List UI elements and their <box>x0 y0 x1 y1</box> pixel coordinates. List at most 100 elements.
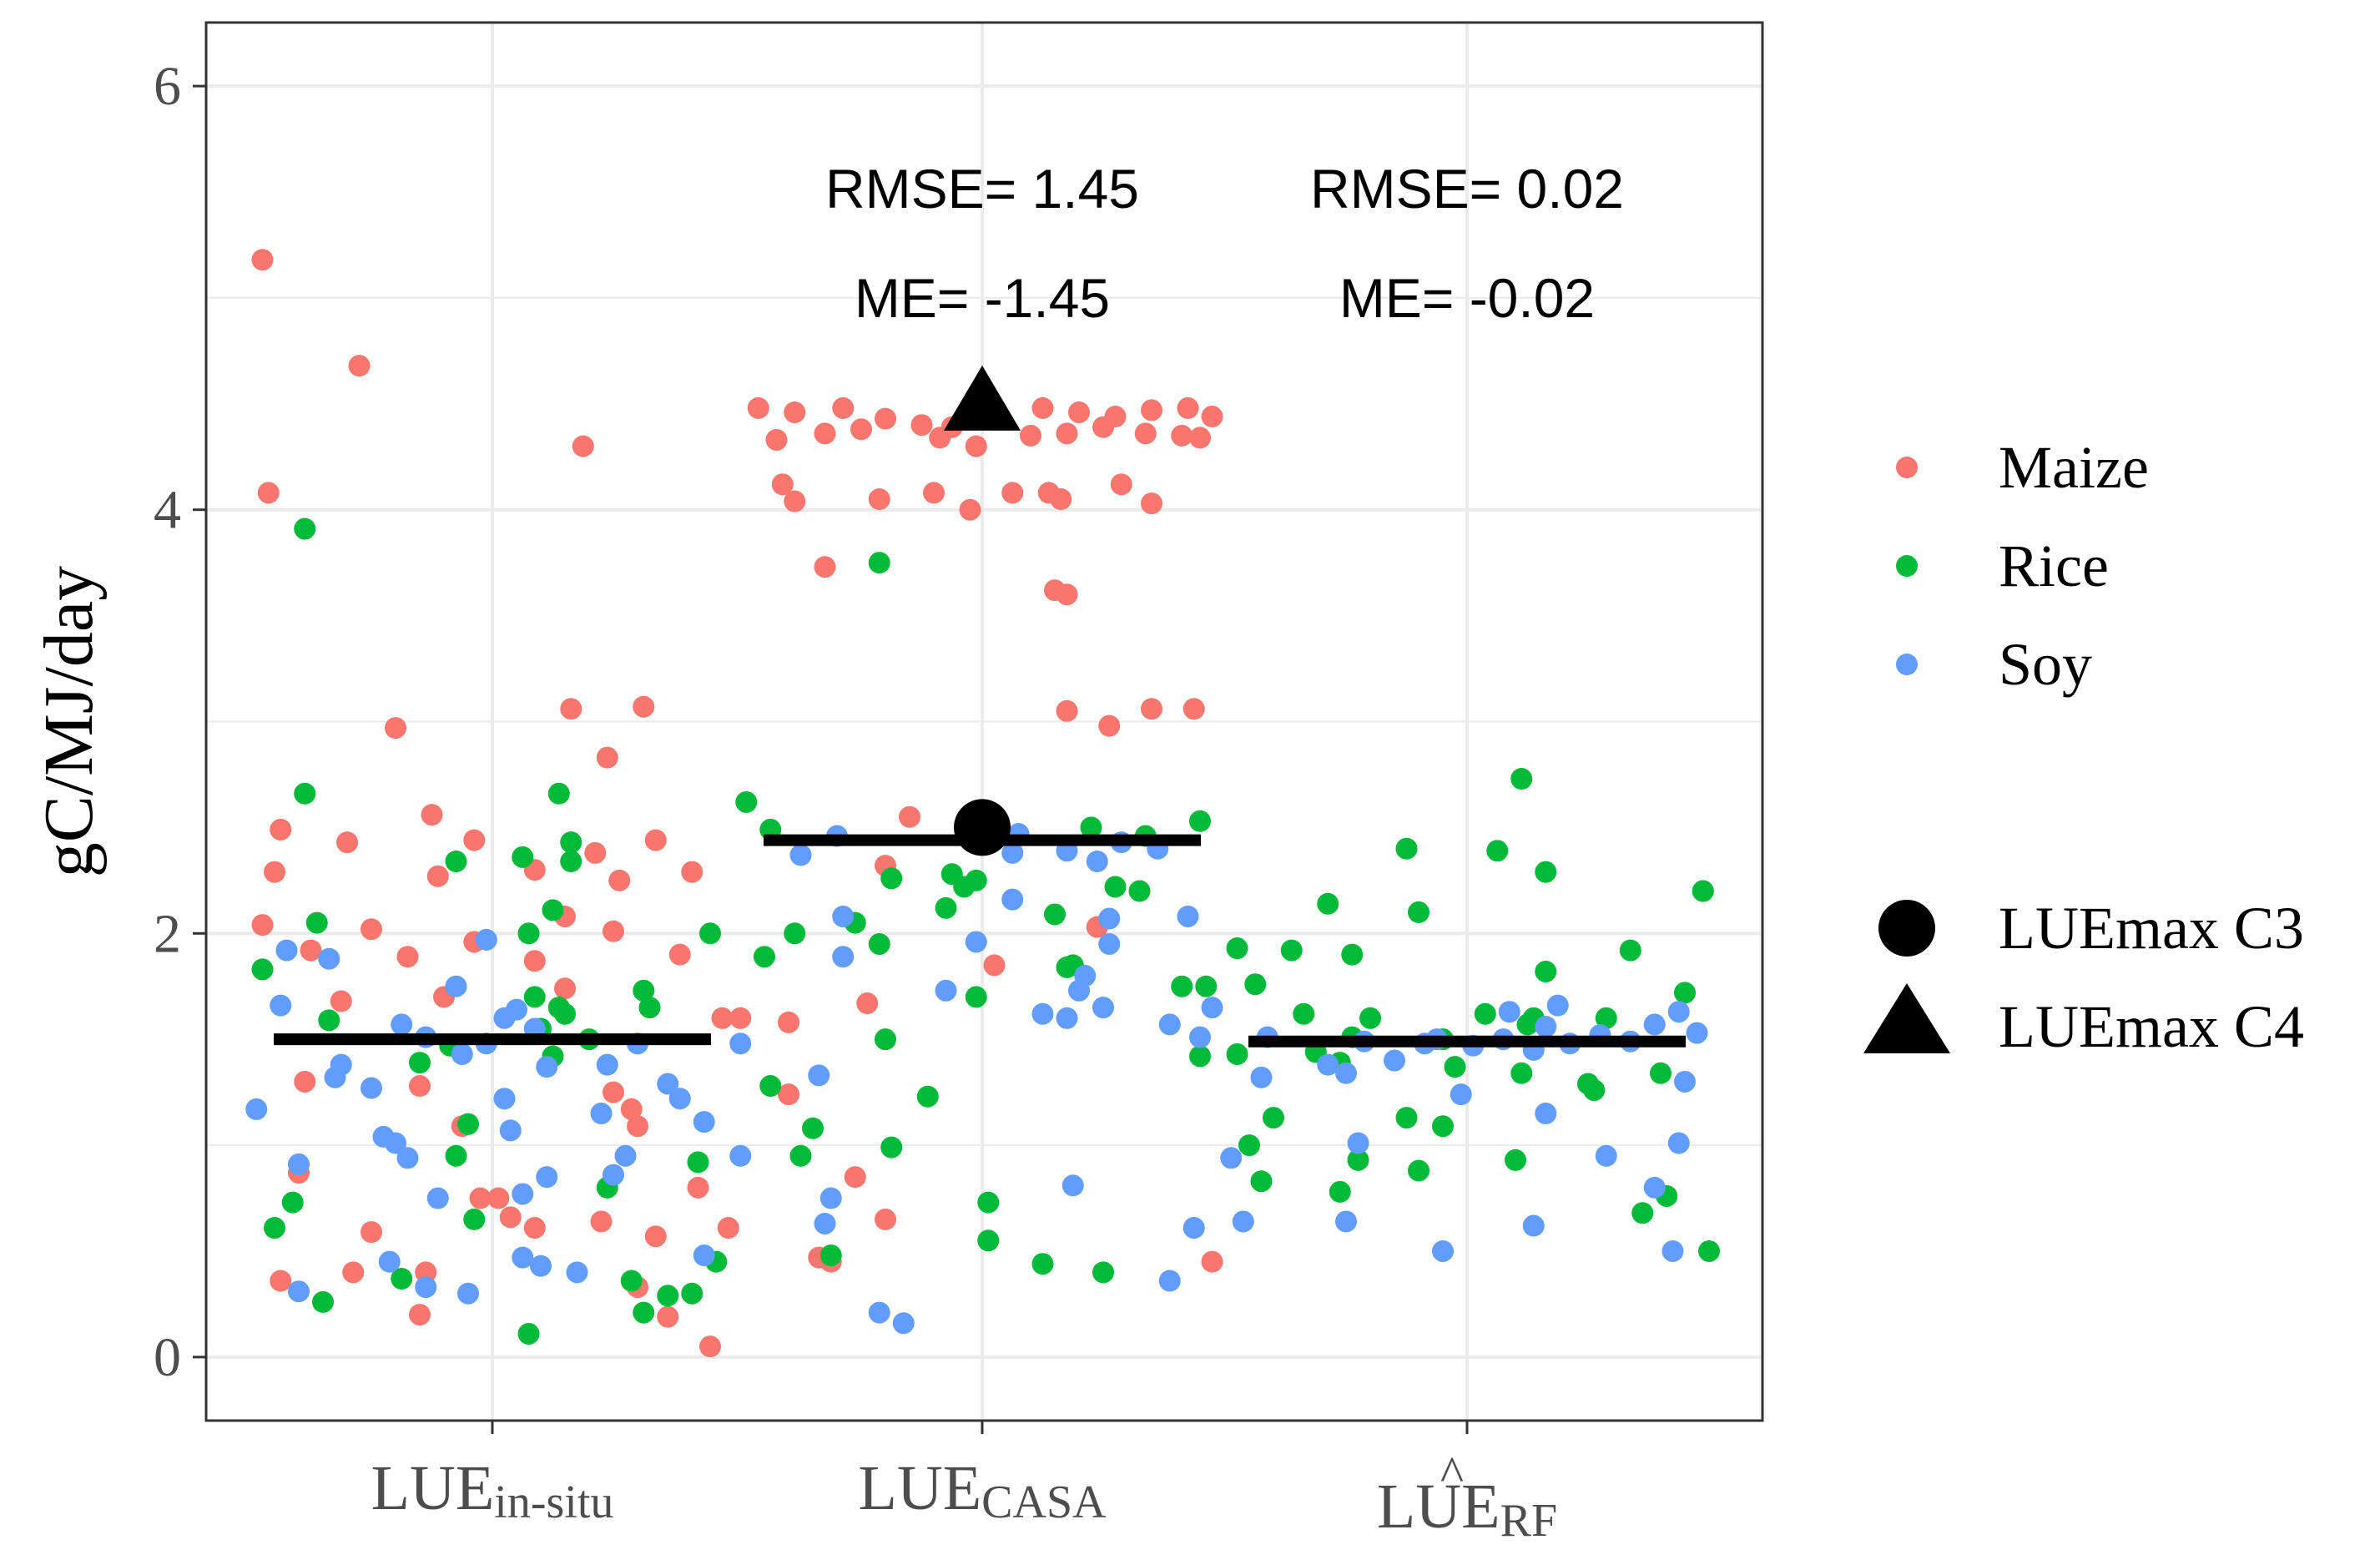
data-point-maize <box>251 249 274 271</box>
data-point-soy <box>1001 841 1024 864</box>
data-point-soy <box>1250 1066 1273 1088</box>
data-point-maize <box>681 861 703 883</box>
data-point-rice <box>1189 810 1211 832</box>
data-point-maize <box>832 396 855 419</box>
data-point-soy <box>499 1119 522 1142</box>
data-point-maize <box>1056 699 1078 722</box>
data-point-soy <box>1643 1013 1666 1036</box>
data-point-rice <box>977 1191 1000 1214</box>
data-point-rice <box>1195 975 1218 997</box>
data-point-soy <box>445 975 467 997</box>
data-point-rice <box>1474 1002 1496 1025</box>
data-point-rice <box>789 1144 812 1167</box>
data-point-rice <box>1510 1062 1533 1084</box>
data-point-soy <box>1384 1049 1405 1072</box>
x-tick-label-base: LUE <box>371 1453 495 1523</box>
data-point-maize <box>361 1221 382 1244</box>
data-point-maize <box>1177 396 1199 419</box>
data-point-soy <box>457 1282 479 1305</box>
data-point-soy <box>493 1088 516 1110</box>
data-point-rice <box>445 851 467 872</box>
data-point-soy <box>288 1153 310 1175</box>
data-point-soy <box>892 1312 915 1335</box>
data-point-rice <box>517 1322 540 1345</box>
data-point-soy <box>396 1147 419 1169</box>
data-point-soy <box>1432 1239 1454 1262</box>
data-point-maize <box>264 861 285 883</box>
me-annotation: ME= -0.02 <box>1339 267 1595 329</box>
data-point-rice <box>977 1229 1000 1252</box>
data-point-soy <box>1450 1083 1472 1106</box>
data-point-maize <box>1056 422 1078 445</box>
data-point-soy <box>603 1164 624 1186</box>
data-point-maize <box>633 695 655 718</box>
data-point-maize <box>844 1166 866 1189</box>
hat-accent: ^ <box>1440 1446 1464 1502</box>
data-point-soy <box>614 1144 637 1167</box>
data-point-maize <box>959 498 981 521</box>
data-point-rice <box>953 876 976 898</box>
data-point-rice <box>819 1244 842 1267</box>
data-point-soy <box>808 1064 830 1087</box>
x-tick-label-subscript: RF <box>1500 1495 1558 1547</box>
data-point-soy <box>668 1088 691 1110</box>
data-point-soy <box>1098 932 1121 955</box>
data-point-rice <box>1535 960 1557 982</box>
data-point-rice <box>391 1267 413 1290</box>
data-point-rice <box>264 1217 285 1239</box>
data-point-maize <box>523 1217 546 1239</box>
data-point-rice <box>965 986 987 1008</box>
data-point-rice <box>868 552 890 574</box>
legend-label-reference: LUEmax C3 <box>1999 895 2304 962</box>
data-point-maize <box>875 407 896 430</box>
data-point-rice <box>1698 1239 1720 1262</box>
data-point-maize <box>644 1225 667 1248</box>
data-point-soy <box>1498 1001 1520 1023</box>
data-point-soy <box>693 1111 715 1133</box>
data-point-rice <box>1317 892 1339 915</box>
data-point-maize <box>627 1115 648 1138</box>
data-point-maize <box>336 831 358 854</box>
data-point-rice <box>1293 1002 1315 1025</box>
data-point-maize <box>1110 473 1132 496</box>
reference-markers <box>944 365 1021 856</box>
data-point-soy <box>330 1053 352 1076</box>
data-point-rice <box>318 1009 340 1032</box>
x-tick-label: LUERF^ <box>1377 1446 1557 1547</box>
legend-key-rice <box>1896 555 1918 577</box>
data-point-rice <box>1486 840 1509 862</box>
data-point-rice <box>1128 880 1151 902</box>
data-point-rice <box>868 932 890 955</box>
data-point-rice <box>784 922 806 945</box>
data-point-maize <box>1020 424 1041 447</box>
data-point-rice <box>802 1117 824 1139</box>
data-point-soy <box>1092 997 1114 1019</box>
data-point-soy <box>832 905 855 927</box>
data-point-maize <box>560 698 582 720</box>
data-point-soy <box>1347 1132 1369 1154</box>
data-point-maize <box>415 1261 437 1284</box>
data-point-soy <box>1661 1239 1684 1262</box>
data-point-maize <box>330 990 352 1012</box>
data-point-maize <box>910 414 933 437</box>
data-point-maize <box>1050 488 1072 511</box>
data-point-maize <box>1141 399 1162 422</box>
data-point-maize <box>983 954 1006 977</box>
data-point-rice <box>1535 861 1557 883</box>
data-point-soy <box>391 1013 413 1036</box>
data-point-rice <box>1674 982 1696 1004</box>
x-tick-label: LUEin-situ <box>371 1453 614 1528</box>
data-point-rice <box>1595 1007 1617 1029</box>
data-point-rice <box>560 851 582 872</box>
data-point-soy <box>1595 1144 1617 1167</box>
data-point-rice <box>1347 1149 1369 1171</box>
data-point-maize <box>469 1187 492 1209</box>
data-point-maize <box>765 428 788 451</box>
data-point-rice <box>547 782 570 805</box>
data-point-rice <box>633 979 655 1002</box>
data-points <box>245 249 1720 1358</box>
data-point-rice <box>463 1208 486 1230</box>
me-annotation: ME= -1.45 <box>855 267 1110 329</box>
data-point-soy <box>819 1187 842 1209</box>
data-point-maize <box>923 482 945 504</box>
